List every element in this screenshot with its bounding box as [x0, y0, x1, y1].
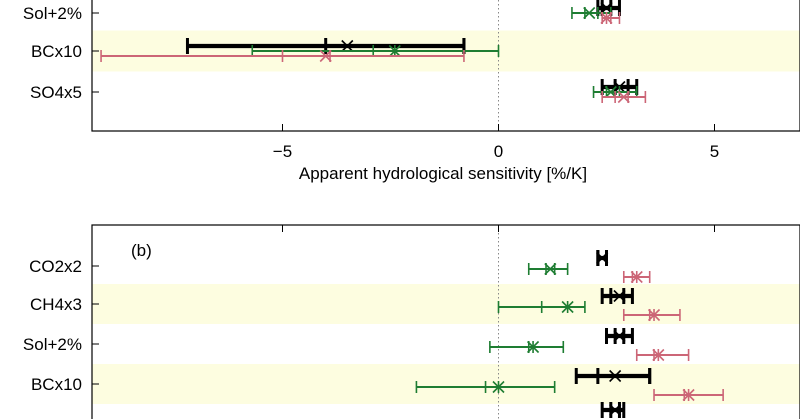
median-marker [630, 270, 643, 284]
median-marker [647, 308, 661, 322]
error-bar-co2x2-s2 [622, 270, 651, 284]
plot-area [92, 225, 800, 419]
median-marker-stroke-2 [613, 329, 626, 343]
x-tick-label: 0 [494, 142, 503, 161]
median-marker-stroke-2 [388, 44, 401, 58]
median-marker-stroke-2 [583, 6, 596, 20]
error-bar-ch4x3-s1 [497, 300, 586, 314]
median-marker-stroke-2 [682, 388, 695, 402]
plot-frame [91, 0, 800, 132]
error-bar-co2x2-s0 [596, 250, 609, 266]
error-bar-so4x5-s2 [601, 90, 647, 104]
median-marker-stroke-2 [647, 308, 661, 322]
x-tick-label: 5 [710, 142, 719, 161]
median-marker [682, 388, 695, 402]
median-marker [388, 44, 401, 58]
median-marker [613, 289, 626, 303]
shaded-band-ch4x3 [92, 284, 800, 324]
category-label: BCx10 [31, 42, 82, 61]
median-marker [613, 329, 626, 343]
median-marker [596, 251, 609, 265]
plot-area [92, 0, 800, 131]
median-marker-stroke-2 [526, 340, 540, 354]
category-label: CO2x2 [29, 257, 82, 276]
median-marker-stroke-2 [492, 380, 505, 394]
shaded-band-bcx10 [92, 364, 800, 404]
median-marker-stroke-2 [613, 289, 626, 303]
category-label: CH4x3 [30, 295, 82, 314]
x-tick-label: −5 [273, 142, 292, 161]
median-marker-stroke-2 [604, 85, 617, 99]
error-bar-ch4x3-s0 [600, 288, 634, 304]
median-marker [609, 369, 622, 383]
category-label: Sol+2% [23, 335, 82, 354]
error-bar-bcx10-s1 [415, 380, 556, 394]
median-marker-stroke-2 [617, 90, 630, 104]
median-marker [492, 380, 505, 394]
category-label: BCx10 [31, 375, 82, 394]
median-marker-stroke-2 [561, 300, 574, 314]
error-bar-sol2-s2 [600, 11, 621, 25]
median-marker [319, 49, 332, 63]
median-marker-stroke-2 [600, 11, 613, 25]
error-bar-sol2-s0 [605, 328, 634, 344]
error-bar-ch4x3-s2 [622, 308, 681, 322]
error-bar-bcx10-s0 [574, 368, 652, 384]
panel-b: CO2x2 CH4x3 Sol+2% BCx10 (b) [23, 224, 800, 419]
median-marker [561, 300, 574, 314]
error-bar-bcx10-s2 [100, 49, 465, 63]
median-marker-stroke-2 [609, 403, 622, 417]
error-bar-so4x5-s0 [600, 402, 626, 418]
median-marker-stroke-2 [609, 369, 622, 383]
panel-a: Sol+2% BCx10 SO4x5 −5 0 5 Apparent hydrologica… [23, 0, 800, 183]
median-marker [526, 340, 540, 354]
median-marker-stroke-2 [600, 1, 613, 15]
x-axis-label: Apparent hydrological sensitivity [%/K] [299, 164, 587, 183]
median-marker [617, 90, 630, 104]
error-bar-sol2-s1 [489, 340, 565, 354]
median-marker-stroke-2 [630, 270, 643, 284]
median-marker-stroke-2 [341, 39, 354, 53]
median-marker [600, 11, 613, 25]
median-marker [583, 6, 596, 20]
panel-label: (b) [131, 241, 152, 260]
median-marker [652, 348, 665, 362]
error-bar-bcx10-s2 [653, 388, 724, 402]
median-marker-stroke-2 [544, 262, 557, 276]
category-label: SO4x5 [30, 83, 82, 102]
median-marker-stroke-2 [319, 49, 332, 63]
error-bar-bcx10-s1 [251, 44, 500, 58]
error-bar-sol2-s2 [635, 348, 690, 362]
median-marker [544, 262, 557, 276]
category-label: Sol+2% [23, 4, 82, 23]
median-marker [341, 39, 354, 53]
plot-frame [91, 224, 800, 419]
median-marker-stroke-2 [652, 348, 665, 362]
median-marker-stroke-2 [596, 251, 609, 265]
error-bar-co2x2-s1 [527, 262, 569, 276]
median-marker [609, 403, 622, 417]
